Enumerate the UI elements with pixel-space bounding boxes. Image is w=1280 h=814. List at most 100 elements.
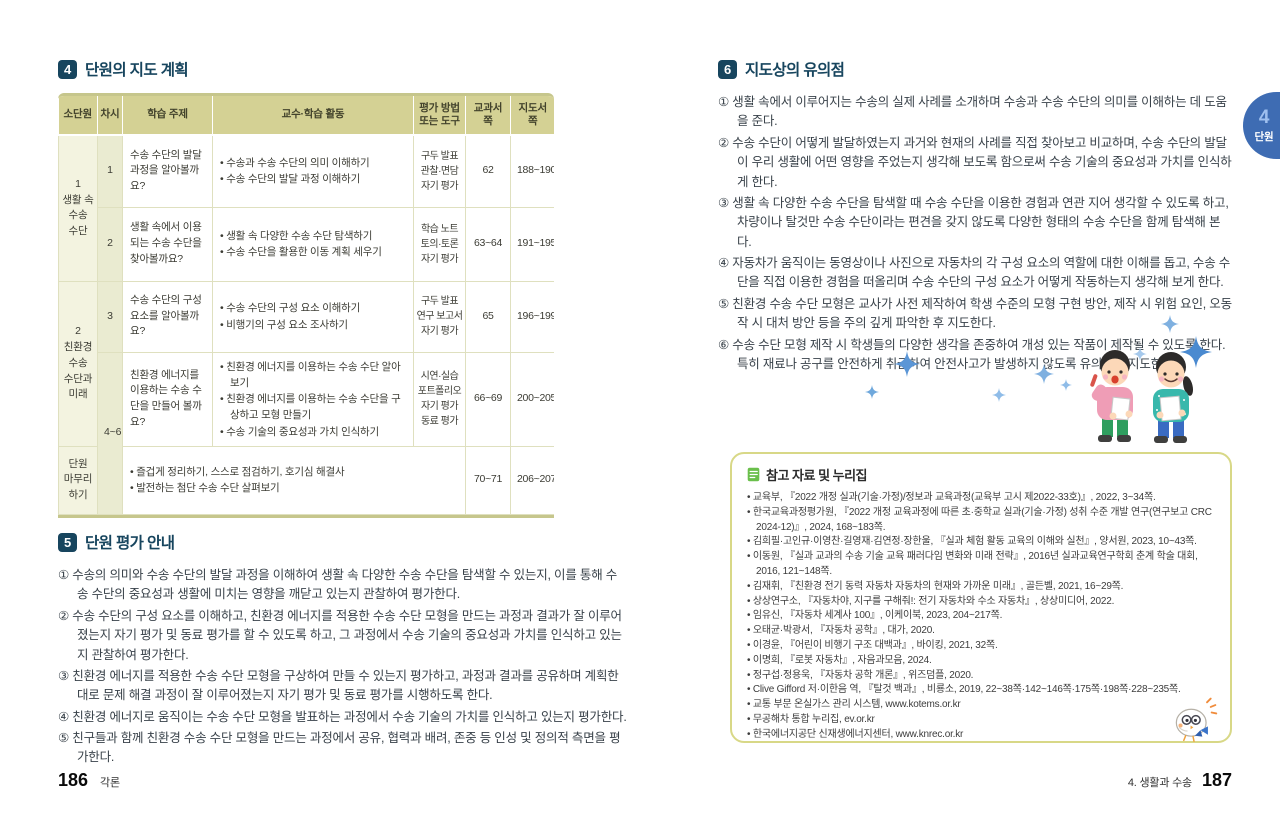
section-unit-evaluation-guide: 5 단원 평가 안내 ① 수송의 의미와 수송 수단의 발달 과정을 이해하여 … [58, 531, 628, 770]
list-item: ③ 생활 속 다양한 수송 수단을 탐색할 때 수송 수단을 이용한 경험과 연… [718, 195, 1229, 249]
star-icon [1180, 336, 1212, 368]
section-6-title: 지도상의 유의점 [745, 62, 845, 79]
table-row: 2 친환경 수송 수단과 미래 3 수송 수단의 구성 요소를 알아볼까요? •… [58, 280, 554, 447]
list-item: • 정구섭·정용욱, 『자동차 공학 개론』, 위즈덤플, 2020. [747, 669, 974, 681]
list-item: ① 생활 속에서 이루어지는 수송의 실제 사례를 소개하며 수송과 수송 수단… [718, 95, 1227, 129]
teaching-plan-table-wrap: 소단원 차시 학습 주제 교수·학습 활동 평가 방법 또는 도구 교과서 쪽 … [58, 93, 554, 518]
list-item: ⑤ 친환경 수송 수단 모형은 교사가 사전 제작하여 학생 수준의 모형 구현… [718, 296, 1232, 331]
reference-list: • 교육부, 『2022 개정 실과(기술·가정)/정보과 교육과정(교육부 고… [747, 491, 1215, 743]
chick-mascot-illustration [1175, 697, 1218, 743]
list-item: • 이경윤, 『어린이 비행기 구조 대백과』, 바이킹, 2021, 32쪽. [747, 639, 998, 651]
table-row: 4~6 친환경 에너지를 이용하는 수송 수단을 만들어 볼까요? • 친환경 … [59, 351, 554, 515]
col-header-subunit: 소단원 [58, 96, 98, 136]
reference-box-title: 참고 자료 및 누리집 [766, 468, 868, 483]
section-4-header: 4 단원의 지도 계획 [58, 58, 625, 80]
topic-cell: 수송 수단의 발달 과정을 알아볼까요? [122, 134, 213, 208]
list-item: • 수송 수단의 발달 과정 이해하기 [220, 173, 361, 186]
child-left-illustration [1090, 350, 1133, 442]
subunit-cell-1: 1 생활 속 수송 수단 [58, 134, 98, 282]
subunit-cell-3: 단원 마무리 하기 [58, 445, 98, 515]
session-cell-4-6: 4~6 [97, 351, 123, 515]
document-icon [747, 467, 760, 482]
textbook-page-cell: 66~69 [465, 351, 511, 447]
list-item: ④ 친환경 에너지로 움직이는 수송 수단 모형을 발표하는 과정에서 수송 기… [58, 709, 627, 724]
list-item: • 즐겁게 정리하기, 스스로 점검하기, 호기심 해결사 [130, 466, 345, 479]
list-item: • 오태균·박광서, 『자동차 공학』, 대가, 2020. [747, 625, 935, 637]
right-footer-label: 4. 생활과 수송 [1127, 777, 1192, 789]
list-item: ② 수송 수단의 구성 요소를 이해하고, 친환경 에너지를 적용한 수송 수단… [58, 608, 622, 662]
textbook-page-cell: 63~64 [465, 206, 511, 282]
list-item: • 무공해차 통합 누리집, ev.or.kr [747, 713, 875, 725]
section-5-title: 단원 평가 안내 [85, 535, 175, 552]
topic-cell: 수송 수단의 구성 요소를 알아볼까요? [122, 280, 213, 353]
session-cell: 3 [97, 280, 123, 353]
guide-page-cell: 206~207 [510, 445, 554, 515]
star-icons [865, 315, 1212, 402]
list-item: • 수송 기술의 중요성과 가치 인식하기 [220, 425, 379, 438]
section-5-badge: 5 [58, 532, 77, 552]
right-page-footer: 4. 생활과 수송 187 [1128, 770, 1232, 791]
list-item: ⑤ 친구들과 함께 친환경 수송 수단 모형을 만드는 과정에서 공유, 협력과… [58, 731, 621, 765]
col-header-topic: 학습 주제 [122, 96, 213, 136]
child-right-illustration [1153, 352, 1193, 443]
list-item: • 교육부, 『2022 개정 실과(기술·가정)/정보과 교육과정(교육부 고… [747, 492, 1156, 503]
guide-page-cell: 196~199 [510, 280, 554, 353]
section-4-badge: 4 [58, 59, 77, 79]
star-icon [992, 388, 1006, 402]
star-icon [1034, 364, 1054, 384]
section-4-title: 단원의 지도 계획 [85, 62, 189, 79]
reference-box-header: 참고 자료 및 누리집 [747, 465, 1215, 484]
list-item: • 수송과 수송 수단의 의미 이해하기 [220, 156, 370, 169]
evaluation-cell: 시연·실습 포트폴리오 자기 평가 동료 평가 [413, 351, 466, 447]
star-icon [1133, 347, 1147, 361]
subunit-cell-2: 2 친환경 수송 수단과 미래 [58, 280, 98, 447]
section-teaching-notes: 6 지도상의 유의점 ① 생활 속에서 이루어지는 수송의 실제 사례를 소개하… [718, 58, 1234, 376]
textbook-page-cell: 70~71 [465, 445, 511, 515]
list-item: ⑥ 수송 수단 모형 제작 시 학생들의 다양한 생각을 존중하여 개성 있는 … [718, 337, 1226, 371]
list-item: • Clive Gifford 저·이한음 역, 『탈것 백과』, 비룡소, 2… [747, 684, 1181, 696]
list-item: • 상상연구소, 『자동차야, 지구를 구해줘!: 전기 자동차와 수소 자동차… [747, 595, 1115, 607]
guide-page-cell: 188~190 [510, 134, 554, 208]
list-item: • 김재휘, 『친환경 전기 동력 자동차 자동차의 현재와 가까운 미래』, … [747, 580, 1124, 592]
star-icon [865, 385, 879, 399]
list-item: • 생활 속 다양한 수송 수단 탐색하기 [220, 229, 373, 242]
col-header-activities: 교수·학습 활동 [212, 96, 414, 136]
section-unit-teaching-plan: 4 단원의 지도 계획 소단원 차시 학습 주제 교수·학습 활동 평가 방법 … [58, 58, 625, 518]
star-icon [1161, 315, 1179, 333]
textbook-page-cell: 62 [465, 134, 511, 208]
col-header-evaluation: 평가 방법 또는 도구 [413, 96, 466, 136]
list-item: • 비행기의 구성 요소 조사하기 [220, 318, 348, 331]
stars-and-kids-illustration [865, 315, 1212, 443]
unit-tab-number: 4 [1258, 106, 1270, 128]
col-header-session: 차시 [97, 96, 123, 136]
reference-box: 참고 자료 및 누리집 • 교육부, 『2022 개정 실과(기술·가정)/정보… [730, 452, 1232, 743]
list-item: • 수송 수단을 활용한 이동 계획 세우기 [220, 246, 382, 258]
list-item: • 수송 수단의 구성 요소 이해하기 [220, 302, 361, 315]
evaluation-cell: 학습 노트 토의·토론 자기 평가 [413, 206, 466, 282]
table-row: 2 생활 속에서 이용되는 수송 수단을 찾아볼까요? • 생활 속 다양한 수… [59, 206, 554, 282]
right-page-number: 187 [1201, 770, 1232, 790]
list-item: • 임유신, 『자동차 세계사 100』, 이케이북, 2023, 204~21… [747, 610, 1003, 622]
session-cell: 2 [97, 206, 123, 282]
left-footer-label: 각론 [100, 777, 120, 789]
section-6-badge: 6 [718, 59, 737, 79]
evaluation-cell: 구두 발표 관찰·면담 자기 평가 [413, 134, 466, 208]
activities-cell: • 생활 속 다양한 수송 수단 탐색하기 • 수송 수단을 활용한 이동 계획 … [212, 206, 414, 282]
star-icon [894, 351, 920, 377]
col-header-guide-page: 지도서 쪽 [510, 96, 554, 136]
list-item: ④ 자동차가 움직이는 동영상이나 사진으로 자동차의 각 구성 요소의 역할에… [718, 256, 1231, 290]
list-item: ② 수송 수단이 어떻게 발달하였는지 과거와 현재의 사례를 직접 찾아보고 … [718, 135, 1232, 189]
evaluation-cell: 구두 발표 연구 보고서 자기 평가 [413, 280, 466, 353]
list-item: • 발전하는 첨단 수송 수단 살펴보기 [130, 482, 280, 495]
list-item: • 친환경 에너지를 이용하는 수송 수단 알아보기 [220, 360, 401, 389]
unit-wrapup-cell: • 즐겁게 정리하기, 스스로 점검하기, 호기심 해결사 • 발전하는 첨단 수… [122, 445, 466, 515]
guide-page-cell: 200~205 [510, 351, 554, 447]
section-5-header: 5 단원 평가 안내 [58, 531, 628, 553]
col-header-textbook-page: 교과서 쪽 [465, 96, 511, 136]
unit-side-tab: 4 단원 [1243, 92, 1280, 159]
section-6-header: 6 지도상의 유의점 [718, 58, 1234, 80]
teaching-notes-list: ① 생활 속에서 이루어지는 수송의 실제 사례를 소개하며 수송과 수송 수단… [718, 93, 1234, 374]
list-item: • 이명희, 『로봇 자동차』, 자음과모음, 2024. [747, 654, 932, 666]
star-icon [1060, 379, 1072, 391]
activities-cell: • 친환경 에너지를 이용하는 수송 수단 알아보기 • 친환경 에너지를 이용하… [212, 351, 414, 447]
